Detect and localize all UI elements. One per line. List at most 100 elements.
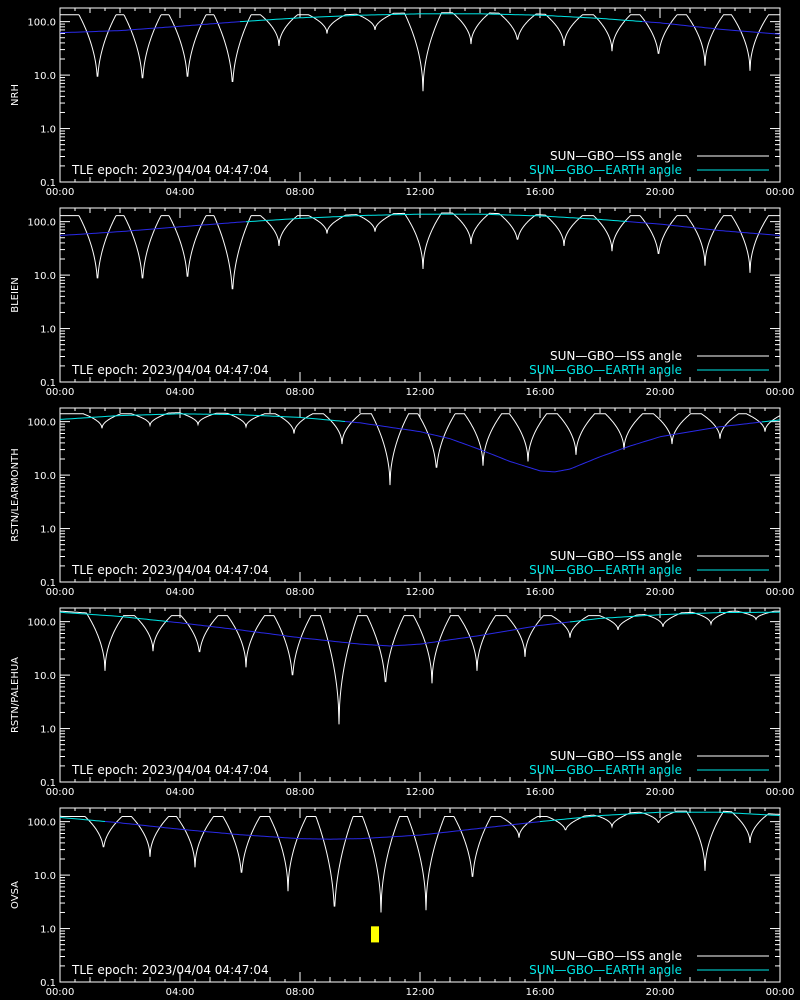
y-tick-label: 100.0 — [27, 818, 56, 829]
earth-angle-line — [497, 631, 502, 633]
earth-angle-line — [611, 450, 616, 453]
earth-angle-line — [455, 638, 460, 640]
earth-angle-line — [455, 440, 460, 443]
earth-angle-line — [506, 459, 511, 462]
legend-iss-label: SUN—GBO—ISS angle — [550, 149, 682, 163]
x-tick-label: 04:00 — [166, 987, 195, 998]
earth-angle-line — [710, 427, 715, 429]
earth-angle-line — [422, 642, 427, 645]
earth-angle-line — [557, 470, 562, 472]
station-label: OVSA — [10, 881, 21, 909]
earth-angle-line — [704, 428, 709, 430]
earth-angle-line — [566, 468, 571, 471]
epoch-label: TLE epoch: 2023/04/04 04:47:04 — [71, 763, 269, 777]
iss-angle-line — [60, 810, 780, 913]
earth-angle-line — [509, 461, 514, 463]
legend-iss-label: SUN—GBO—ISS angle — [550, 549, 682, 563]
x-tick-label: 20:00 — [646, 187, 675, 198]
station-label: RSTN/LEARMONTH — [10, 448, 21, 542]
earth-angle-line — [437, 435, 442, 438]
earth-angle-line — [638, 441, 643, 444]
y-tick-label: 1.0 — [40, 525, 56, 536]
x-tick-label: 00:00 — [766, 587, 795, 598]
earth-angle-line — [683, 431, 688, 434]
legend-earth-label: SUN—GBO—EARTH angle — [529, 363, 682, 377]
earth-angle-line — [518, 627, 523, 630]
x-tick-label: 08:00 — [286, 587, 315, 598]
earth-angle-line — [365, 423, 370, 425]
earth-angle-line — [668, 434, 673, 436]
earth-angle-line — [689, 430, 694, 433]
earth-angle-line — [479, 449, 484, 452]
earth-angle-line — [515, 462, 520, 465]
x-tick-label: 20:00 — [646, 387, 675, 398]
earth-angle-line — [473, 446, 478, 449]
earth-angle-line — [569, 467, 574, 470]
earth-angle-line — [503, 458, 508, 461]
earth-angle-line — [530, 467, 535, 470]
earth-angle-line — [680, 432, 685, 434]
legend-iss-label: SUN—GBO—ISS angle — [550, 349, 682, 363]
x-tick-label: 00:00 — [766, 787, 795, 798]
y-tick-label: 1.0 — [40, 325, 56, 336]
earth-angle-line — [506, 630, 511, 632]
earth-angle-line — [602, 454, 607, 457]
earth-angle-line — [434, 434, 439, 437]
earth-angle-line — [653, 437, 658, 440]
earth-angle-line — [701, 428, 706, 431]
earth-angle-line — [521, 627, 526, 629]
earth-angle-line — [575, 464, 580, 468]
earth-angle-line — [584, 461, 589, 464]
earth-angle-line — [563, 469, 568, 471]
y-tick-label: 0.1 — [40, 978, 56, 989]
epoch-label: TLE epoch: 2023/04/04 04:47:04 — [71, 563, 269, 577]
earth-angle-line — [626, 445, 631, 448]
x-tick-label: 00:00 — [46, 987, 75, 998]
earth-angle-line — [695, 429, 700, 432]
x-tick-label: 04:00 — [166, 587, 195, 598]
x-tick-label: 00:00 — [766, 387, 795, 398]
earth-angle-line — [494, 455, 499, 458]
x-tick-label: 12:00 — [406, 387, 435, 398]
earth-angle-line — [410, 429, 415, 432]
earth-angle-line — [554, 470, 559, 473]
earth-angle-line — [614, 449, 619, 452]
x-tick-label: 12:00 — [406, 587, 435, 598]
y-tick-label: 10.0 — [34, 471, 56, 482]
y-tick-label: 1.0 — [40, 725, 56, 736]
earth-angle-line — [494, 632, 499, 634]
earth-angle-line — [713, 426, 718, 429]
earth-angle-line — [446, 437, 451, 440]
earth-angle-line — [485, 633, 490, 635]
earth-angle-line — [578, 463, 583, 466]
iss-angle-line — [60, 212, 780, 290]
earth-angle-line — [605, 453, 610, 456]
x-tick-label: 12:00 — [406, 987, 435, 998]
earth-angle-line — [587, 460, 592, 463]
earth-angle-line — [533, 468, 538, 471]
x-tick-label: 08:00 — [286, 187, 315, 198]
earth-angle-line — [470, 445, 475, 448]
earth-angle-line — [533, 625, 538, 627]
y-tick-label: 100.0 — [27, 418, 56, 429]
earth-angle-line — [530, 625, 535, 628]
earth-angle-line — [521, 464, 526, 467]
earth-angle-line — [659, 435, 664, 438]
earth-angle-line — [527, 466, 532, 469]
earth-angle-line — [458, 441, 463, 444]
iss-angle-line — [60, 610, 780, 725]
earth-angle-line — [512, 461, 517, 464]
earth-angle-line — [503, 630, 508, 632]
x-tick-label: 20:00 — [646, 587, 675, 598]
x-tick-label: 00:00 — [46, 587, 75, 598]
earth-angle-line — [443, 436, 448, 439]
earth-angle-line — [665, 434, 670, 437]
x-tick-label: 16:00 — [526, 787, 555, 798]
earth-angle-line — [509, 629, 514, 631]
earth-angle-line — [482, 634, 487, 636]
earth-angle-line — [389, 426, 394, 429]
x-tick-label: 16:00 — [526, 987, 555, 998]
y-tick-label: 100.0 — [27, 18, 56, 29]
